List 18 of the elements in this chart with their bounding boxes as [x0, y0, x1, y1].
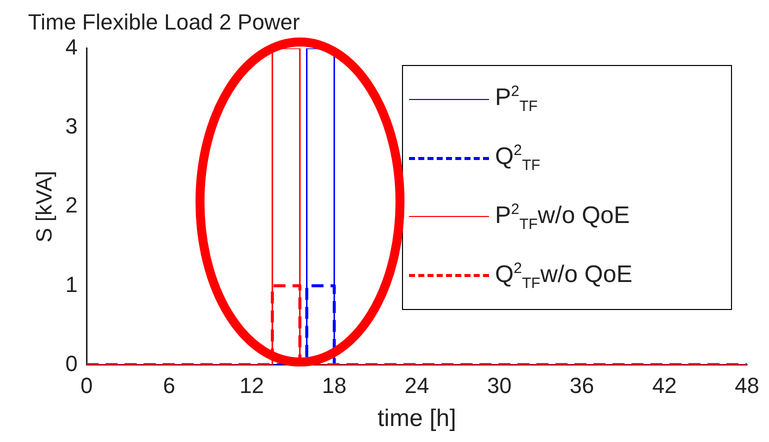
- legend-label: P$^{2}$$_{TF}$w/o QoE: [495, 200, 630, 233]
- y-tick-label: 2: [65, 192, 78, 218]
- chart-title: Time Flexible Load 2 Power: [28, 9, 300, 34]
- x-tick-label: 12: [239, 373, 264, 398]
- x-tick-label: 6: [163, 373, 176, 398]
- y-tick-label: 0: [65, 350, 78, 376]
- legend-label: Q$^{2}$$_{TF}$w/o QoE: [495, 260, 632, 292]
- y-axis-title: S [kVA]: [31, 170, 56, 242]
- x-tick-label: 18: [322, 373, 347, 398]
- y-tick-label: 4: [65, 34, 78, 60]
- x-tick-label: 30: [487, 373, 512, 398]
- y-tick-label: 1: [65, 272, 78, 297]
- x-axis-title: time [h]: [377, 405, 456, 432]
- x-tick-label: 48: [734, 373, 760, 398]
- x-tick-label: 24: [404, 373, 430, 398]
- x-tick-label: 36: [570, 373, 594, 398]
- x-tick-label: 42: [652, 373, 677, 398]
- y-tick-label: 3: [65, 114, 78, 139]
